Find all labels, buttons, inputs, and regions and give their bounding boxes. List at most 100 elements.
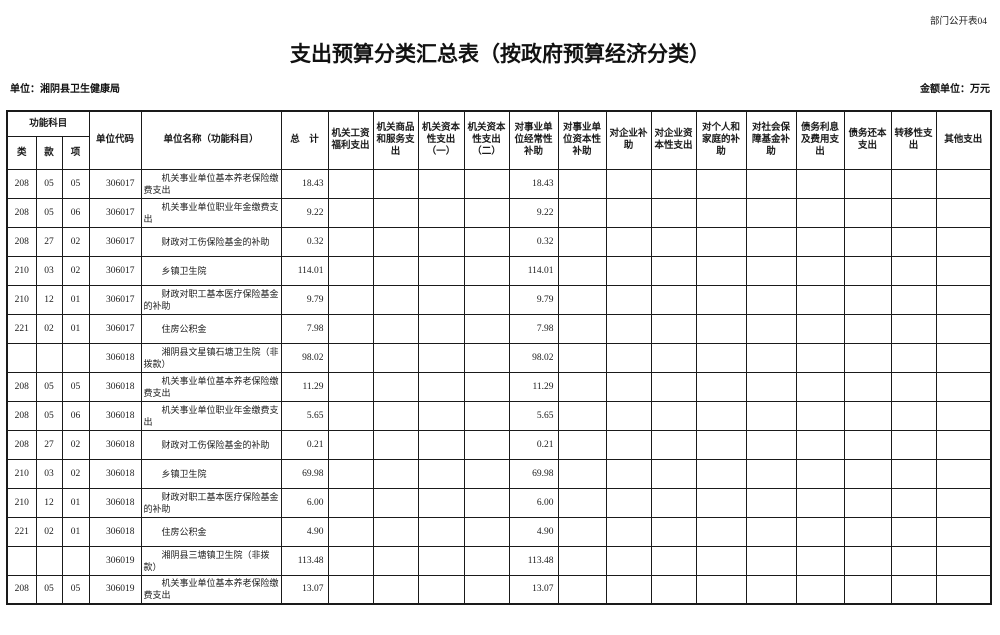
amount-cell bbox=[695, 574, 747, 605]
amount-cell bbox=[695, 342, 747, 373]
amount-cell bbox=[417, 342, 465, 373]
amount-cell bbox=[327, 545, 374, 576]
amount-cell bbox=[557, 284, 607, 315]
func-class-cell: 208 bbox=[6, 574, 37, 605]
amount-cell bbox=[695, 168, 747, 199]
amount-cell bbox=[372, 487, 419, 518]
amount-cell bbox=[843, 342, 892, 373]
amount-cell bbox=[605, 458, 652, 489]
amount-cell bbox=[935, 429, 992, 460]
func-item-cell: 02 bbox=[61, 429, 90, 460]
amount-cell bbox=[890, 226, 937, 257]
amount-cell bbox=[372, 574, 419, 605]
amount-cell bbox=[557, 516, 607, 547]
amount-cell bbox=[327, 284, 374, 315]
amount-cell bbox=[795, 342, 845, 373]
amount-cell bbox=[843, 487, 892, 518]
amount-cell bbox=[795, 313, 845, 344]
amount-cell bbox=[557, 458, 607, 489]
amount-cell bbox=[935, 255, 992, 286]
amount-unit-label: 金额单位：万元 bbox=[920, 84, 990, 95]
amount-cell bbox=[935, 371, 992, 402]
amount-cell bbox=[745, 429, 797, 460]
column-header-expense-9: 对个人和家庭的补助 bbox=[695, 110, 747, 170]
func-class-cell: 208 bbox=[6, 168, 37, 199]
unit-code-cell: 306017 bbox=[88, 313, 142, 344]
amount-cell: 98.02 bbox=[508, 342, 559, 373]
func-item-cell bbox=[61, 545, 90, 576]
budget-table: 功能科目 单位代码 单位名称（功能科目） 总 计 机关工资福利支出 机关商品和服务… bbox=[6, 110, 993, 605]
unit-code-cell: 306017 bbox=[88, 197, 142, 228]
amount-cell bbox=[695, 313, 747, 344]
unit-code-cell: 306018 bbox=[88, 371, 142, 402]
amount-cell bbox=[327, 429, 374, 460]
amount-cell bbox=[327, 197, 374, 228]
table-header: 功能科目 单位代码 单位名称（功能科目） 总 计 机关工资福利支出 机关商品和服务… bbox=[6, 110, 992, 170]
amount-cell bbox=[557, 429, 607, 460]
amount-cell bbox=[890, 516, 937, 547]
amount-cell: 9.79 bbox=[508, 284, 559, 315]
amount-cell bbox=[463, 400, 510, 431]
total-cell: 9.22 bbox=[280, 197, 329, 228]
amount-cell bbox=[650, 226, 697, 257]
amount-cell bbox=[795, 400, 845, 431]
column-header-expense-14: 其他支出 bbox=[935, 110, 992, 170]
amount-cell bbox=[463, 574, 510, 605]
table-row: 306019 湘阴县三塘镇卫生院（非拨款） 113.48 113.48 bbox=[6, 545, 992, 576]
func-item-cell: 06 bbox=[61, 400, 90, 431]
column-header-expense-7: 对企业补助 bbox=[605, 110, 652, 170]
total-cell: 7.98 bbox=[280, 313, 329, 344]
amount-cell: 7.98 bbox=[508, 313, 559, 344]
amount-cell bbox=[650, 400, 697, 431]
amount-cell bbox=[327, 342, 374, 373]
amount-cell bbox=[557, 487, 607, 518]
column-header-func-subject: 功能科目 bbox=[6, 110, 90, 137]
unit-name-cell: 财政对职工基本医疗保险基金的补助 bbox=[140, 487, 282, 518]
amount-cell bbox=[890, 400, 937, 431]
func-class-cell bbox=[6, 342, 37, 373]
amount-cell: 113.48 bbox=[508, 545, 559, 576]
amount-cell bbox=[890, 342, 937, 373]
func-item-cell: 01 bbox=[61, 487, 90, 518]
amount-cell bbox=[650, 545, 697, 576]
amount-cell bbox=[650, 313, 697, 344]
total-cell: 0.21 bbox=[280, 429, 329, 460]
amount-cell bbox=[843, 168, 892, 199]
table-row: 221 02 01 306018 住房公积金 4.90 4.90 bbox=[6, 516, 992, 547]
amount-cell bbox=[650, 342, 697, 373]
amount-cell bbox=[605, 168, 652, 199]
table-row: 208 27 02 306018 财政对工伤保险基金的补助 0.21 0.21 bbox=[6, 429, 992, 460]
column-header-expense-3: 机关资本性支出（一） bbox=[417, 110, 465, 170]
amount-cell bbox=[843, 371, 892, 402]
amount-cell bbox=[890, 168, 937, 199]
amount-cell bbox=[372, 313, 419, 344]
table-row: 208 27 02 306017 财政对工伤保险基金的补助 0.32 0.32 bbox=[6, 226, 992, 257]
column-header-expense-10: 对社会保障基金补助 bbox=[745, 110, 797, 170]
func-item-cell: 06 bbox=[61, 197, 90, 228]
amount-cell bbox=[890, 458, 937, 489]
amount-cell bbox=[557, 400, 607, 431]
amount-cell bbox=[605, 342, 652, 373]
amount-cell bbox=[745, 574, 797, 605]
func-item-cell: 01 bbox=[61, 313, 90, 344]
amount-cell bbox=[605, 197, 652, 228]
amount-cell bbox=[843, 574, 892, 605]
amount-cell bbox=[605, 487, 652, 518]
amount-cell bbox=[327, 255, 374, 286]
amount-cell bbox=[795, 516, 845, 547]
column-header-expense-6: 对事业单位资本性补助 bbox=[557, 110, 607, 170]
amount-cell bbox=[695, 284, 747, 315]
amount-cell bbox=[745, 545, 797, 576]
amount-cell bbox=[650, 371, 697, 402]
amount-cell: 114.01 bbox=[508, 255, 559, 286]
func-section-cell: 05 bbox=[35, 168, 63, 199]
func-section-cell: 12 bbox=[35, 487, 63, 518]
func-section-cell: 03 bbox=[35, 255, 63, 286]
amount-cell bbox=[417, 313, 465, 344]
func-section-cell: 02 bbox=[35, 313, 63, 344]
func-section-cell: 02 bbox=[35, 516, 63, 547]
amount-cell bbox=[557, 168, 607, 199]
amount-cell bbox=[605, 226, 652, 257]
unit-name-cell: 机关事业单位基本养老保险缴费支出 bbox=[140, 168, 282, 199]
amount-cell bbox=[890, 574, 937, 605]
